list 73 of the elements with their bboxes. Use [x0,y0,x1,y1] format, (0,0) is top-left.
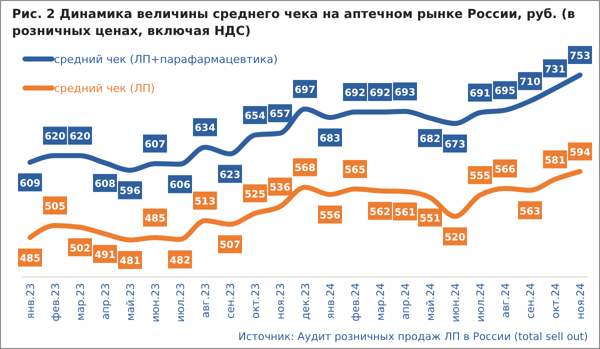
text: Источник: Аудит розничных продаж ЛП в России (total sell out) [238,331,588,343]
x-tick-label: мар.23 [75,283,87,321]
data-label: 695 [494,86,516,98]
x-tick-label: сен.24 [525,282,537,319]
data-label: 620 [70,132,90,143]
data-label: 609 [20,178,40,190]
data-label: 505 [44,201,66,212]
data-label: 657 [270,109,290,120]
x-tick-label: янв.24 [325,282,337,320]
data-label: 683 [320,133,340,144]
x-tick-label: сен.23 [225,283,237,319]
data-label: 563 [520,206,540,218]
x-tick-label: дек.23 [300,283,312,320]
x-tick-label: ноя.24 [575,282,587,320]
data-label: 623 [220,170,240,181]
x-tick-label: авг.24 [500,282,512,318]
data-label: 481 [120,256,140,267]
x-tick-label: май.24 [425,282,437,321]
data-label: 634 [194,123,216,134]
data-label: 693 [394,87,416,98]
x-tick-label: апр.24 [400,282,412,320]
data-label: 525 [244,189,266,200]
data-label: 692 [344,88,366,100]
data-label: 673 [444,140,466,151]
x-tick-label: окт.23 [250,283,262,319]
legend-label: средний чек (ЛП) [54,82,155,95]
data-label: 697 [294,84,316,96]
data-label: 561 [394,207,416,218]
x-tick-label: май.23 [125,283,137,321]
legend-label: средний чек (ЛП+парафармацевтика) [54,53,278,66]
data-label: 482 [170,255,190,266]
data-label: 513 [194,196,216,208]
x-tick-label: июн.23 [150,283,162,322]
data-label: 608 [94,178,116,190]
data-label: 485 [20,254,40,265]
data-label: 753 [570,51,590,62]
data-label: 692 [370,88,390,100]
x-tick-label: окт.24 [550,282,562,319]
data-label: 502 [70,243,90,254]
data-label: 594 [570,147,590,158]
x-tick-label: июл.23 [175,283,187,322]
data-label: 562 [370,206,390,218]
data-label: 551 [420,214,440,225]
data-label: 520 [444,232,466,244]
data-label: 581 [544,155,566,166]
x-tick-label: апр.23 [100,283,112,320]
data-label: 566 [494,164,516,176]
data-label: 607 [144,140,166,151]
data-label: 555 [470,171,490,182]
data-label: 654 [244,111,266,122]
x-tick-label: мар.24 [375,282,387,321]
chart-title: Рис. 2 Динамика величины среднего чека на аптечном рынке России, руб. (в розничных ценах, включая НДС) [12,6,576,38]
data-label: 620 [44,132,66,143]
x-tick-label: фев.23 [50,283,62,322]
data-label: 596 [120,186,140,198]
data-label: 731 [544,64,566,76]
data-label: 485 [144,214,166,225]
data-label: 491 [94,250,116,261]
x-tick-label: авг.23 [200,283,212,318]
data-label: 507 [220,240,240,252]
x-tick-label: ноя.23 [275,283,287,320]
data-label: 568 [294,163,316,174]
data-label: 710 [520,77,540,88]
x-tick-label: янв.23 [25,283,37,320]
x-tick-label: фев.24 [350,282,362,322]
data-label: 691 [470,88,490,100]
data-label: 565 [344,165,366,176]
x-tick-label: июн.24 [450,282,462,322]
data-label: 556 [320,210,340,222]
x-tick-label: июл.24 [475,282,487,322]
data-label: 682 [420,134,440,146]
data-label: 536 [270,182,290,194]
data-label: 606 [170,180,190,192]
